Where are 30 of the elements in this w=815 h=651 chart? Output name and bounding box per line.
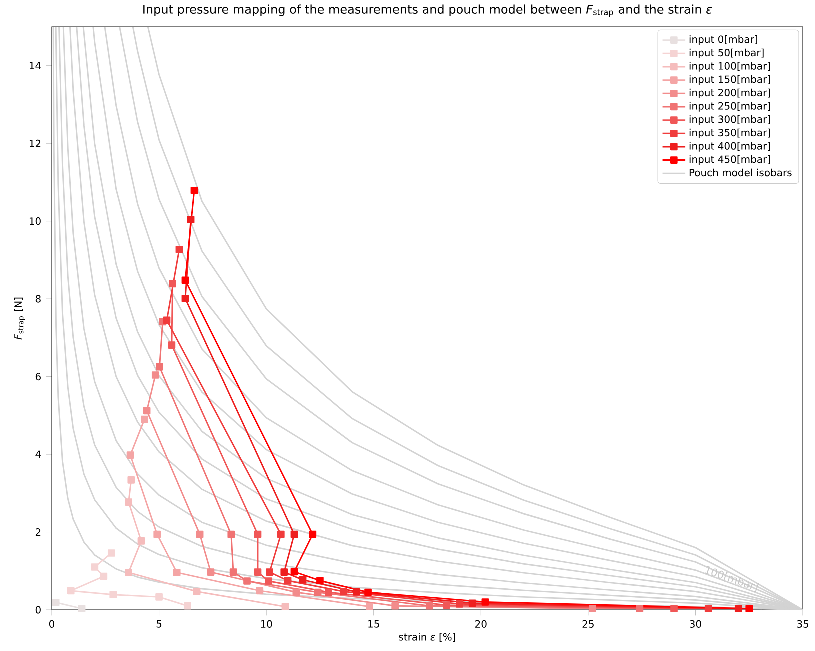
y-tick-label: 14 [30,62,42,70]
x-tick-label: 30 [690,620,702,628]
y-tick-label: 12 [30,140,41,148]
legend-label: input 100[mbar] [690,62,770,72]
legend-label: input 300[mbar] [690,116,770,126]
y-tick-label: 0 [36,606,41,614]
x-tick-label: 25 [582,620,594,628]
chart-title: Input pressure mapping of the measurements and pouch model between F$_{strap}$ and the strain ε [144,4,712,17]
legend-label: input 50[mbar] [690,48,764,59]
y-tick-label: 2 [36,528,41,536]
x-tick-label: 20 [476,620,487,628]
x-tick-label: 0 [49,620,55,628]
x-axis-title: strain ε [%] [399,633,456,642]
legend-label: input 450[mbar] [690,156,770,166]
y-tick-label: 6 [36,373,41,381]
y-tick-label: 4 [36,450,42,458]
legend-label: input 150[mbar] [690,76,770,86]
legend-label: input 350[mbar] [690,128,770,138]
legend-label: input 0[mbar] [690,36,758,46]
x-tick-label: 35 [797,620,808,628]
legend-label: input 200[mbar] [690,88,770,99]
x-tick-label: 5 [156,620,162,628]
x-tick-label: 15 [368,620,380,628]
legend-label: Pouch model isobars [690,168,792,177]
x-tick-label: 10 [261,620,272,628]
y-tick-label: 10 [30,218,41,226]
y-axis-title: F$_{strap}$ [N] [14,298,26,340]
legend-label: input 400[mbar] [690,142,770,152]
y-tick-label: 8 [36,295,41,303]
legend-label: input 250[mbar] [690,102,770,112]
